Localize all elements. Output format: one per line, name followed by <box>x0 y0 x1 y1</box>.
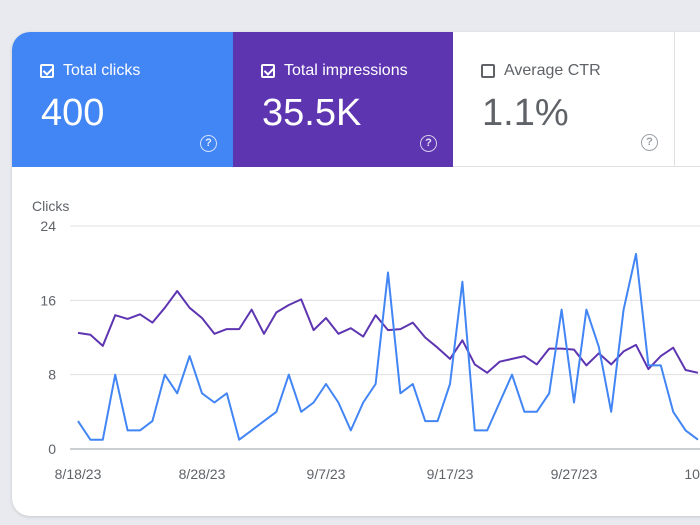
x-tick-label: 8/18/23 <box>55 466 102 482</box>
total-impressions-value: 35.5K <box>262 92 362 134</box>
grid-lines <box>70 225 700 450</box>
total-clicks-label: Total clicks <box>63 62 141 79</box>
average-ctr-tab[interactable]: Average CTR 1.1% ? <box>453 32 675 167</box>
average-ctr-header: Average CTR <box>481 62 601 80</box>
average-ctr-value: 1.1% <box>482 92 569 134</box>
x-tick-label: 9/7/23 <box>307 466 346 482</box>
y-tick-label: 24 <box>40 218 56 234</box>
total-clicks-header: Total clicks <box>40 62 140 80</box>
total-impressions-label: Total impressions <box>284 62 408 79</box>
total-impressions-tab[interactable]: Total impressions 35.5K ? <box>233 32 453 167</box>
chart-svg: Clicks 0 8 16 24 8/18/23 8/28/23 9/7/23 9/17/2… <box>32 198 700 482</box>
average-position-tab-partial[interactable] <box>675 32 700 167</box>
y-tick-labels: 0 8 16 24 <box>40 218 56 457</box>
metric-tabs: Total clicks 400 ? Total impressions 35.… <box>12 32 700 167</box>
y-axis-label: Clicks <box>32 198 69 214</box>
series-line-total-clicks <box>77 252 699 441</box>
performance-chart: Clicks 0 8 16 24 8/18/23 8/28/23 9/7/23 9/17/2… <box>12 167 700 516</box>
total-clicks-checkbox[interactable] <box>40 64 54 78</box>
question-circle-icon[interactable]: ? <box>420 135 437 152</box>
average-ctr-checkbox[interactable] <box>481 64 495 78</box>
total-impressions-checkbox[interactable] <box>261 64 275 78</box>
x-tick-label: 9/27/23 <box>551 466 598 482</box>
y-tick-label: 8 <box>48 367 56 383</box>
question-circle-icon[interactable]: ? <box>200 135 217 152</box>
average-ctr-label: Average CTR <box>504 62 601 79</box>
x-tick-label: 8/28/23 <box>179 466 226 482</box>
y-tick-label: 16 <box>40 292 56 308</box>
total-clicks-value: 400 <box>41 92 105 134</box>
series-line-total-impressions <box>77 290 699 374</box>
total-impressions-header: Total impressions <box>261 62 408 80</box>
total-clicks-tab[interactable]: Total clicks 400 ? <box>12 32 233 167</box>
x-tick-label: 9/17/23 <box>427 466 474 482</box>
question-circle-icon[interactable]: ? <box>641 134 658 151</box>
performance-card: Total clicks 400 ? Total impressions 35.… <box>12 32 700 516</box>
series-lines <box>77 252 699 441</box>
x-tick-label: 10/7 <box>684 466 700 482</box>
y-tick-label: 0 <box>48 441 56 457</box>
x-tick-labels: 8/18/23 8/28/23 9/7/23 9/17/23 9/27/23 10/7 <box>55 466 700 482</box>
